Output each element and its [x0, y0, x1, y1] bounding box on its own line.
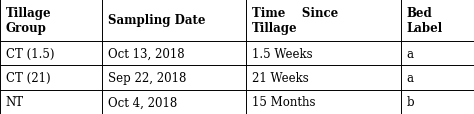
Text: Sampling Date: Sampling Date [108, 14, 205, 27]
Text: 1.5 Weeks: 1.5 Weeks [252, 47, 313, 60]
Text: Tillage
Group: Tillage Group [6, 7, 51, 35]
Text: 21 Weeks: 21 Weeks [252, 71, 309, 84]
Text: a: a [406, 71, 413, 84]
Text: a: a [406, 47, 413, 60]
Text: CT (1.5): CT (1.5) [6, 47, 54, 60]
Text: NT: NT [6, 96, 24, 108]
Text: Sep 22, 2018: Sep 22, 2018 [108, 71, 186, 84]
Text: Oct 4, 2018: Oct 4, 2018 [108, 96, 177, 108]
Text: Time    Since
Tillage: Time Since Tillage [252, 7, 338, 35]
Text: Bed
Label: Bed Label [406, 7, 442, 35]
Text: 15 Months: 15 Months [252, 96, 316, 108]
Text: Oct 13, 2018: Oct 13, 2018 [108, 47, 184, 60]
Text: b: b [406, 96, 414, 108]
Text: CT (21): CT (21) [6, 71, 50, 84]
